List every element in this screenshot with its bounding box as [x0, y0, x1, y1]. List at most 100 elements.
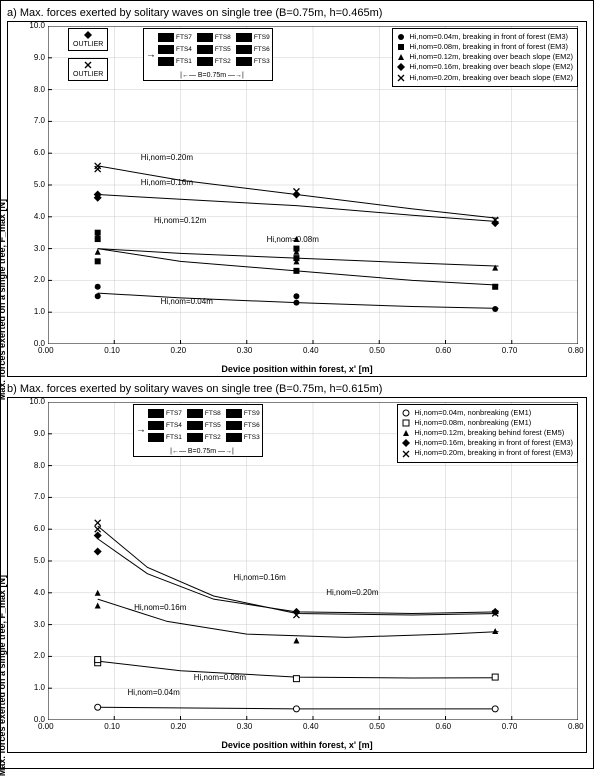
curve-0.16: [98, 195, 499, 222]
legend-text: Hi,nom=0.12m, breaking behind forest (EM…: [414, 428, 564, 438]
fts-inset: FTS7FTS8FTS9FTS4FTS5FTS6FTS1FTS2FTS3|←— …: [143, 28, 273, 81]
outlier-box: OUTLIER: [68, 28, 108, 51]
y-tick: 10.0: [29, 397, 45, 406]
data-point: [492, 674, 498, 680]
legend: Hi,nom=0.04m, breaking in front of fores…: [392, 28, 578, 87]
fts-label: FTS5: [205, 422, 221, 429]
legend-text: Hi,nom=0.20m, breaking over beach slope …: [409, 73, 573, 83]
data-point: [293, 236, 299, 242]
data-point: [94, 547, 102, 555]
panel-b-title: b) Max. forces exerted by solitary waves…: [7, 383, 587, 395]
legend-item: Hi,nom=0.20m, breaking in front of fores…: [402, 448, 573, 458]
y-tick: 6.0: [34, 148, 45, 157]
fts-label: FTS8: [215, 34, 231, 41]
fts-label: FTS4: [176, 46, 192, 53]
chart-a: Max. forces exerted on a single tree, F_…: [7, 21, 587, 377]
fts-label: FTS7: [176, 34, 192, 41]
fts-label: FTS8: [205, 410, 221, 417]
x-tick: 0.30: [237, 722, 253, 731]
outlier-label: OUTLIER: [73, 71, 103, 78]
y-tick: 8.0: [34, 461, 45, 470]
fts-label: FTS9: [244, 410, 260, 417]
legend-text: Hi,nom=0.08m, nonbreaking (EM1): [414, 418, 531, 428]
data-point: [293, 637, 299, 643]
x-tick: 0.20: [171, 722, 187, 731]
data-point: [95, 657, 101, 663]
data-point: [492, 628, 498, 634]
x-tick: 0.60: [436, 722, 452, 731]
data-point: [95, 258, 101, 264]
legend-item: Hi,nom=0.08m, nonbreaking (EM1): [402, 418, 573, 428]
inset-width: |←— B=0.75m —→|: [158, 72, 266, 79]
fts-label: FTS3: [244, 434, 260, 441]
inset-width: |←— B=0.75m —→|: [148, 448, 256, 455]
data-point: [293, 268, 299, 274]
y-tick: 10.0: [29, 21, 45, 30]
data-point: [293, 300, 299, 306]
legend-item: Hi,nom=0.16m, breaking over beach slope …: [397, 62, 573, 72]
x-tick: 0.70: [502, 722, 518, 731]
data-point: [95, 166, 101, 172]
data-point: [95, 284, 101, 290]
legend-text: Hi,nom=0.04m, breaking in front of fores…: [409, 32, 568, 42]
data-point: [95, 293, 101, 299]
curve-0.16: [98, 539, 499, 614]
fts-label: FTS9: [254, 34, 270, 41]
x-tick: 0.50: [369, 722, 385, 731]
fts-label: FTS1: [166, 434, 182, 441]
fts-label: FTS1: [176, 58, 192, 65]
data-point: [293, 706, 299, 712]
arrow-icon: →: [146, 49, 156, 60]
chart-a-xlabel: Device position within forest, x' [m]: [221, 364, 372, 374]
fts-label: FTS7: [166, 410, 182, 417]
panel-a: a) Max. forces exerted by solitary waves…: [7, 7, 587, 377]
data-point: [293, 676, 299, 682]
data-point: [293, 293, 299, 299]
x-tick: 0.10: [104, 722, 120, 731]
fts-label: FTS4: [166, 422, 182, 429]
y-tick: 9.0: [34, 429, 45, 438]
fts-label: FTS2: [205, 434, 221, 441]
data-point: [95, 704, 101, 710]
y-tick: 2.0: [34, 651, 45, 660]
legend-item: Hi,nom=0.08m, breaking in front of fores…: [397, 42, 573, 52]
legend-text: Hi,nom=0.20m, breaking in front of fores…: [414, 448, 573, 458]
x-tick: 0.30: [237, 346, 253, 355]
y-tick: 0.0: [34, 715, 45, 724]
x-tick: 0.10: [104, 346, 120, 355]
legend-text: Hi,nom=0.12m, breaking over beach slope …: [409, 52, 573, 62]
legend-item: Hi,nom=0.12m, breaking behind forest (EM…: [402, 428, 573, 438]
x-tick: 0.70: [502, 346, 518, 355]
fts-label: FTS2: [215, 58, 231, 65]
outlier-label: OUTLIER: [73, 41, 103, 48]
data-point: [492, 706, 498, 712]
data-point: [95, 602, 101, 608]
outlier-box: OUTLIER: [68, 58, 108, 81]
panel-a-title: a) Max. forces exerted by solitary waves…: [7, 7, 587, 19]
chart-b: Max. forces exerted on a single tree, F_…: [7, 397, 587, 753]
legend-text: Hi,nom=0.08m, breaking in front of fores…: [409, 42, 568, 52]
legend-text: Hi,nom=0.16m, breaking in front of fores…: [414, 438, 573, 448]
x-tick: 0.40: [303, 722, 319, 731]
x-tick: 0.40: [303, 346, 319, 355]
legend-text: Hi,nom=0.16m, breaking over beach slope …: [409, 62, 573, 72]
legend-item: Hi,nom=0.04m, nonbreaking (EM1): [402, 408, 573, 418]
legend-item: Hi,nom=0.16m, breaking in front of fores…: [402, 438, 573, 448]
y-tick: 9.0: [34, 53, 45, 62]
y-tick: 3.0: [34, 620, 45, 629]
x-tick: 0.60: [436, 346, 452, 355]
x-tick: 0.80: [568, 346, 584, 355]
y-tick: 4.0: [34, 588, 45, 597]
data-point: [492, 284, 498, 290]
chart-b-xlabel: Device position within forest, x' [m]: [221, 740, 372, 750]
arrow-icon: →: [136, 425, 146, 436]
curve-0.20: [98, 526, 499, 615]
data-point: [492, 306, 498, 312]
fts-label: FTS3: [254, 58, 270, 65]
y-tick: 8.0: [34, 85, 45, 94]
y-tick: 1.0: [34, 683, 45, 692]
y-tick: 5.0: [34, 556, 45, 565]
chart-b-ylabel: Max. forces exerted on a single tree, F_…: [0, 575, 7, 776]
y-tick: 6.0: [34, 524, 45, 533]
data-point: [95, 520, 101, 526]
